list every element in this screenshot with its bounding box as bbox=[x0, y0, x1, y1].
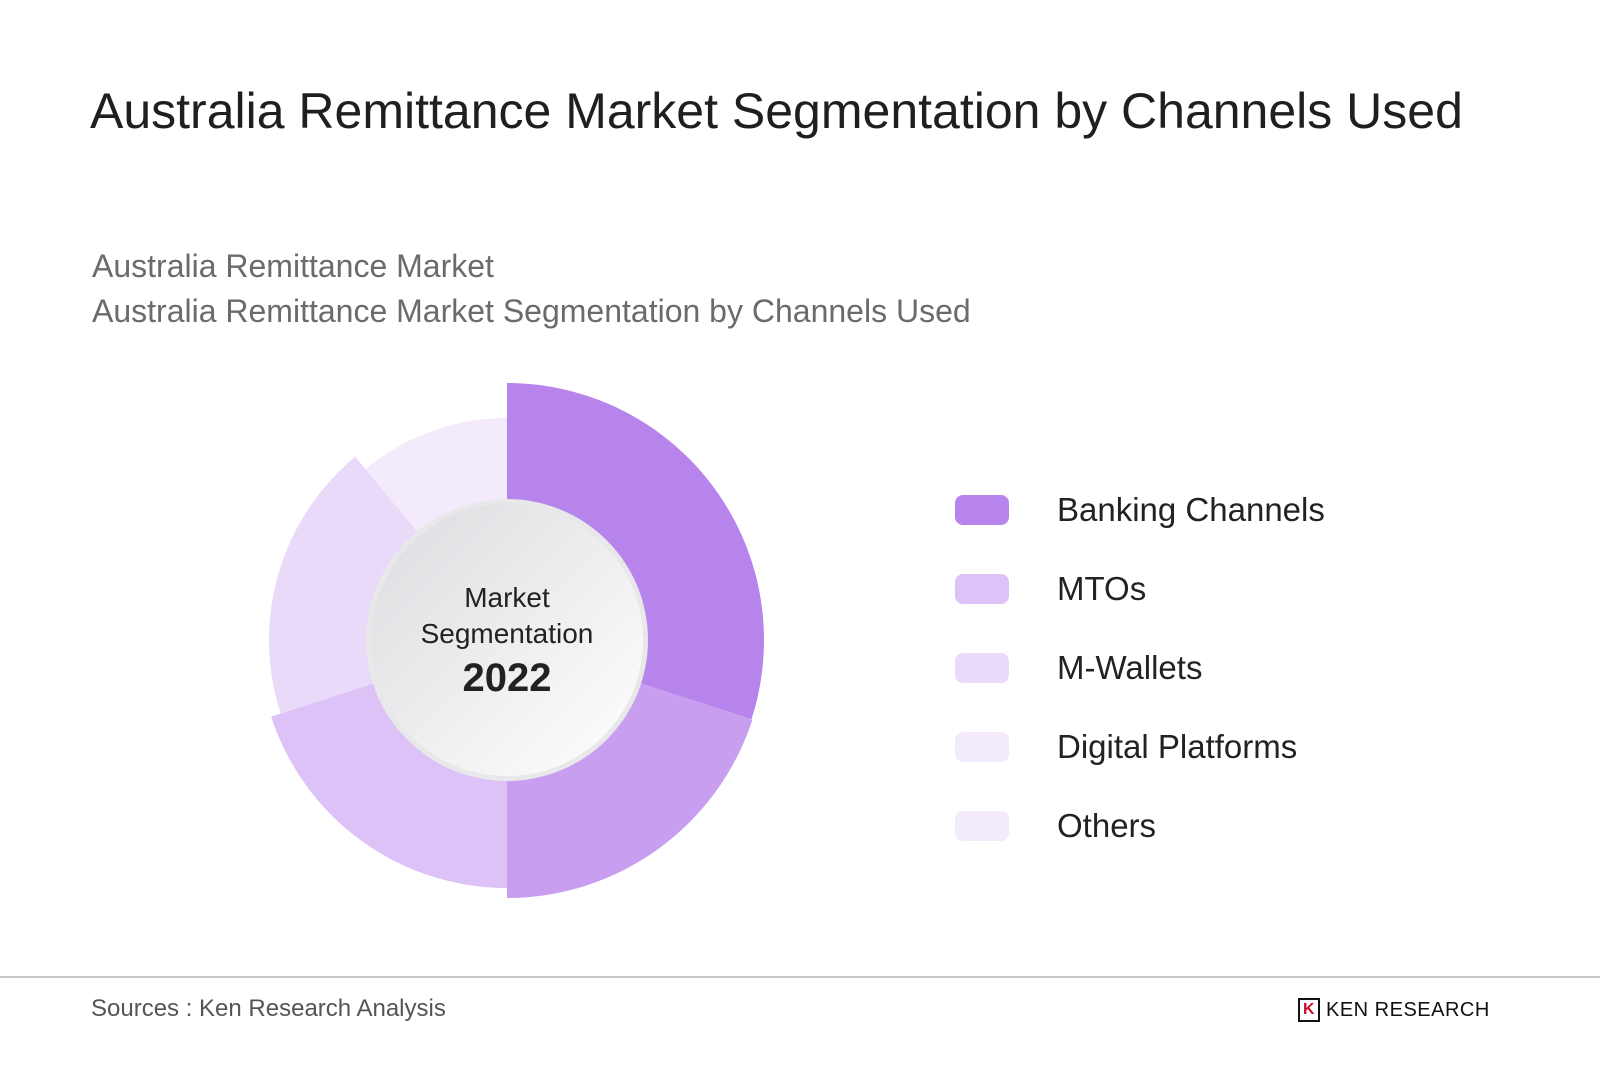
legend: Banking Channels MTOs M-Wallets Digital … bbox=[955, 470, 1325, 865]
legend-item-m-wallets: M-Wallets bbox=[955, 628, 1325, 707]
subtitle-market: Australia Remittance Market bbox=[92, 248, 494, 284]
legend-swatch bbox=[955, 652, 1009, 683]
slice-banking-channels bbox=[507, 383, 764, 720]
center-line1: Market bbox=[464, 582, 550, 613]
logo-k-icon: K bbox=[1298, 998, 1320, 1022]
slice-mtos bbox=[507, 677, 753, 898]
slice-m-wallets bbox=[271, 677, 507, 888]
logo-text: KEN RESEARCH bbox=[1326, 998, 1490, 1021]
legend-item-digital-platforms: Digital Platforms bbox=[955, 707, 1325, 786]
center-line2: Segmentation bbox=[420, 618, 594, 649]
legend-label: Banking Channels bbox=[1057, 490, 1325, 528]
ken-research-logo: K KEN RESEARCH bbox=[1298, 998, 1490, 1022]
slice-digital-platforms bbox=[269, 456, 431, 714]
legend-swatch bbox=[955, 573, 1009, 604]
legend-item-others: Others bbox=[955, 786, 1325, 865]
legend-swatch bbox=[955, 731, 1009, 762]
subtitle-segmentation: Australia Remittance Market Segmentation… bbox=[92, 293, 971, 329]
footer-divider bbox=[0, 976, 1600, 978]
legend-swatch bbox=[955, 810, 1009, 841]
center-year: 2022 bbox=[462, 656, 552, 700]
legend-item-mtos: MTOs bbox=[955, 549, 1325, 628]
legend-label: M-Wallets bbox=[1057, 648, 1203, 686]
source-note: Sources : Ken Research Analysis bbox=[91, 995, 446, 1022]
center-label: Market Segmentation 2022 bbox=[367, 580, 647, 704]
legend-swatch bbox=[955, 494, 1009, 525]
chart-title: Australia Remittance Market Segmentation… bbox=[90, 83, 1463, 139]
legend-label: Digital Platforms bbox=[1057, 727, 1298, 765]
center-circle bbox=[371, 504, 643, 776]
legend-label: Others bbox=[1057, 806, 1157, 844]
legend-label: MTOs bbox=[1057, 569, 1147, 607]
legend-item-banking-channels: Banking Channels bbox=[955, 470, 1325, 549]
